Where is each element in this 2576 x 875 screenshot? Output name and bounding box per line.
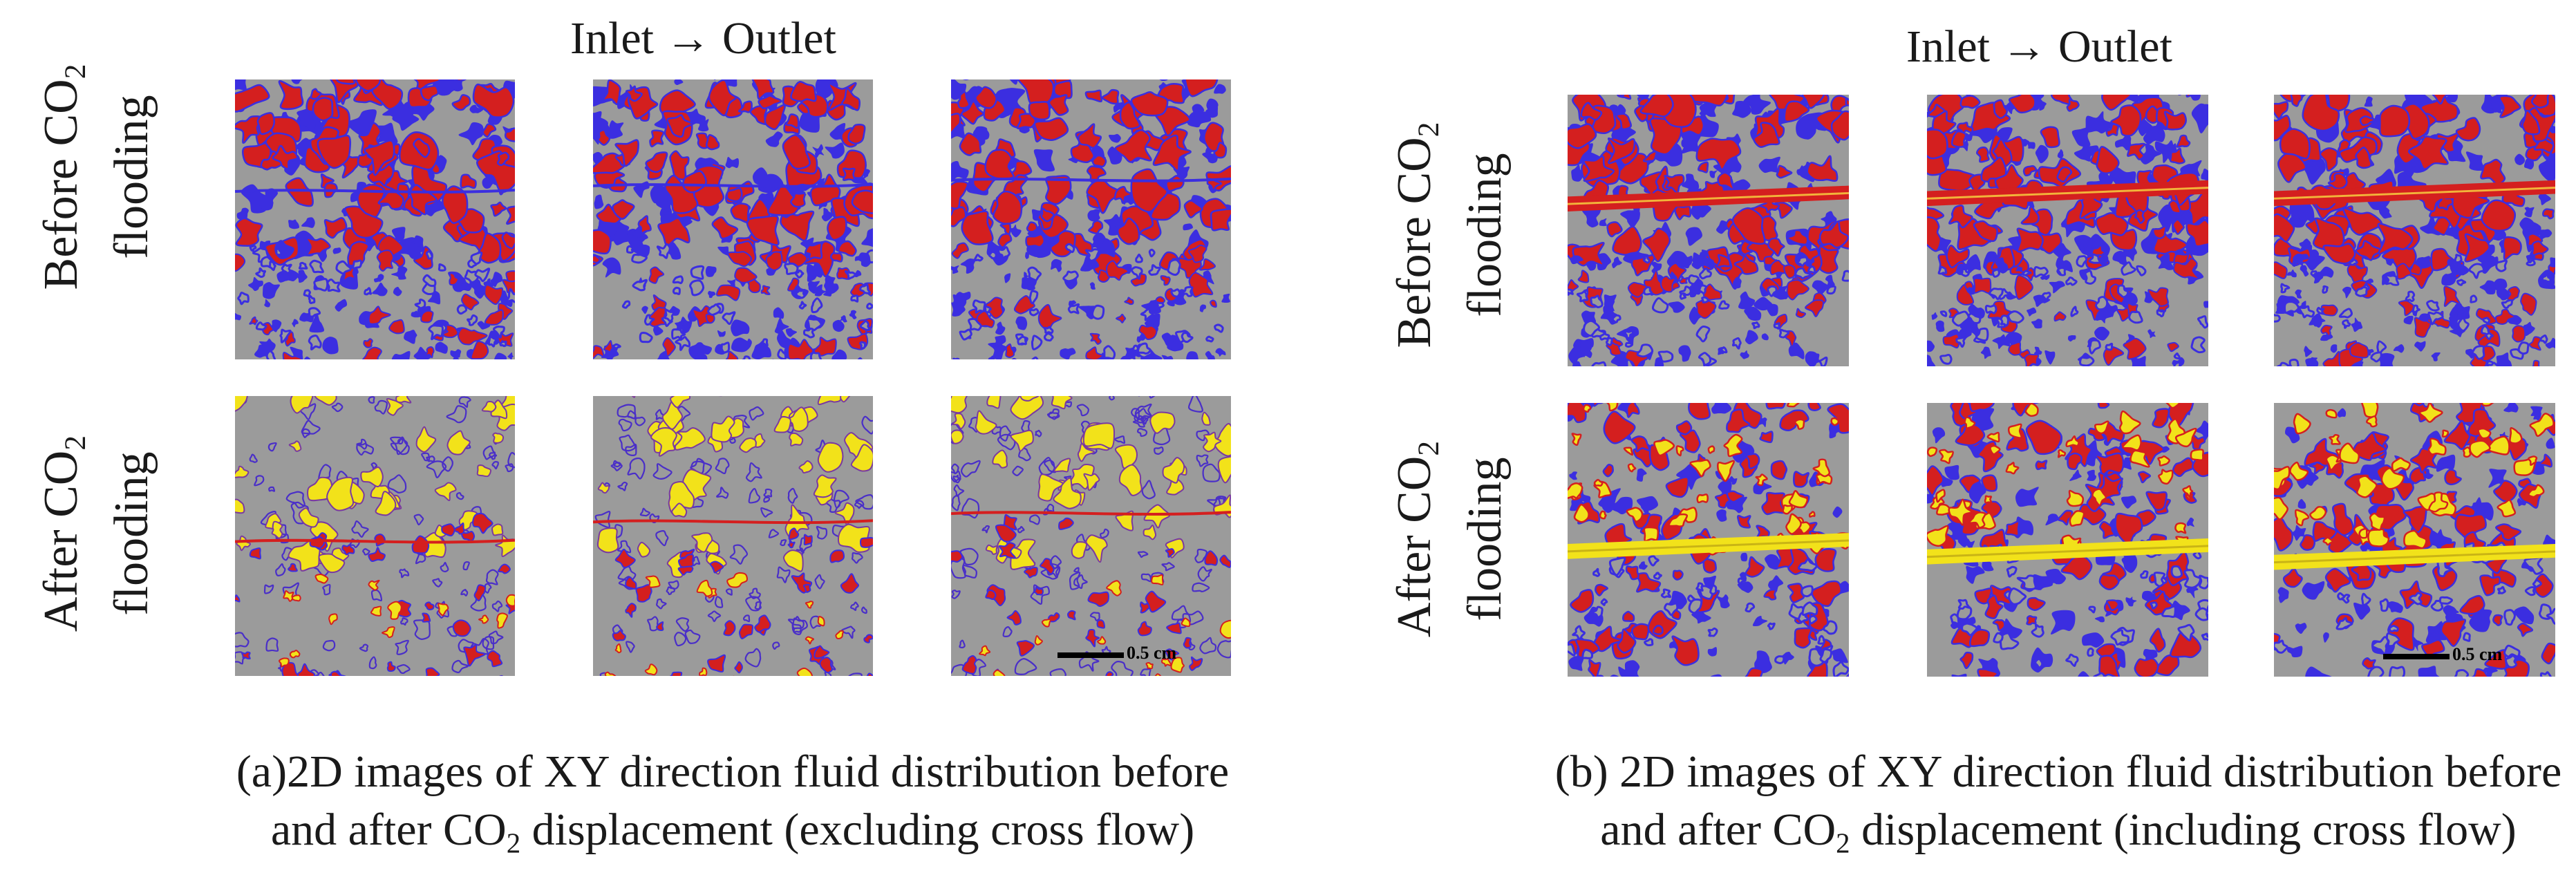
scale-bar-b-label: 0.5 cm xyxy=(2452,644,2503,664)
scale-bar-a: 0.5 cm xyxy=(1057,643,1216,665)
scale-bar-b: 0.5 cm xyxy=(2383,644,2542,666)
panel-b-header: Inlet → Outlet xyxy=(1906,21,2172,72)
micro-image-a-before-inlet xyxy=(235,79,515,359)
micro-image-b-before-outlet xyxy=(2274,95,2555,366)
micro-image-a-after-middle xyxy=(593,396,873,676)
panel-a-caption: (a)2D images of XY direction fluid distr… xyxy=(236,746,1230,859)
micro-image-a-after-outlet xyxy=(951,396,1231,676)
panel-a: Inlet → Outlet Before CO2 flooding After … xyxy=(35,13,1231,859)
scale-bar-b-line xyxy=(2383,654,2450,659)
panel-b: Inlet → Outlet Before CO2 flooding After … xyxy=(1288,0,2576,875)
micro-image-a-before-middle xyxy=(593,79,873,359)
panel-a-header: Inlet → Outlet xyxy=(570,13,836,64)
micro-image-a-after-inlet xyxy=(235,396,515,676)
panel-b-caption: (b) 2D images of XY direction fluid dist… xyxy=(1554,746,2562,859)
micro-image-a-before-outlet xyxy=(951,79,1231,359)
micro-image-b-before-middle xyxy=(1927,95,2208,366)
micro-image-b-after-middle xyxy=(1927,403,2208,677)
micro-image-b-after-inlet xyxy=(1568,403,1849,677)
scale-bar-a-label: 0.5 cm xyxy=(1127,643,1177,663)
micro-image-b-before-inlet xyxy=(1568,95,1849,366)
scale-bar-a-line xyxy=(1057,652,1124,658)
micro-image-b-after-outlet xyxy=(2274,403,2555,677)
